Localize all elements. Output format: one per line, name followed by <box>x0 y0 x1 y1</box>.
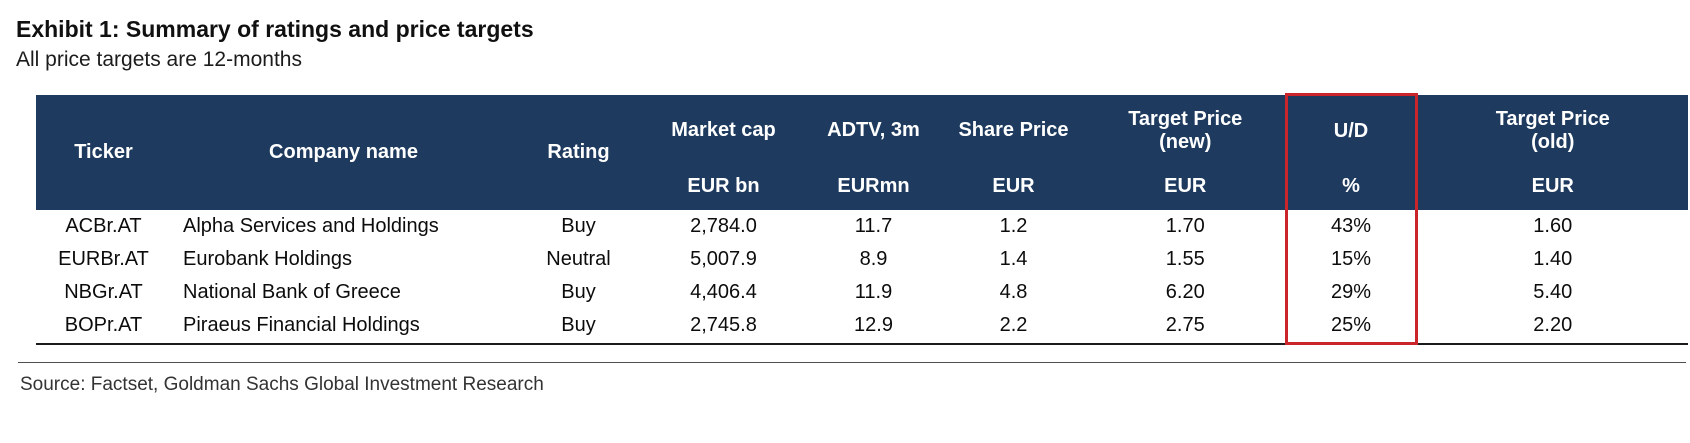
cell-target-new: 6.20 <box>1086 276 1286 309</box>
table-row: BOPr.AT Piraeus Financial Holdings Buy 2… <box>36 309 1688 345</box>
col-header-share-price: Share Price <box>941 94 1086 168</box>
cell-share-price: 1.4 <box>941 243 1086 276</box>
col-unit-share-price: EUR <box>941 168 1086 210</box>
cell-ticker: ACBr.AT <box>36 210 171 243</box>
cell-adtv: 11.9 <box>806 276 941 309</box>
col-header-ticker: Ticker <box>36 94 171 210</box>
cell-target-new: 2.75 <box>1086 309 1286 345</box>
col-header-target-price-old: Target Price (old) <box>1416 94 1688 168</box>
cell-target-new: 1.55 <box>1086 243 1286 276</box>
col-unit-target-price-old: EUR <box>1416 168 1688 210</box>
cell-ud: 43% <box>1284 210 1418 243</box>
cell-target-old: 2.20 <box>1416 309 1688 345</box>
cell-rating: Buy <box>516 210 641 243</box>
table-row: ACBr.AT Alpha Services and Holdings Buy … <box>36 210 1688 243</box>
cell-target-old: 1.40 <box>1416 243 1688 276</box>
cell-adtv: 11.7 <box>806 210 941 243</box>
cell-target-new: 1.70 <box>1086 210 1286 243</box>
cell-market-cap: 2,745.8 <box>641 309 806 345</box>
cell-ud: 25% <box>1284 309 1418 345</box>
cell-ticker: EURBr.AT <box>36 243 171 276</box>
cell-target-old: 1.60 <box>1416 210 1688 243</box>
cell-ud: 15% <box>1284 243 1418 276</box>
cell-market-cap: 4,406.4 <box>641 276 806 309</box>
col-unit-adtv: EURmn <box>806 168 941 210</box>
source-note: Source: Factset, Goldman Sachs Global In… <box>20 374 544 395</box>
cell-rating: Neutral <box>516 243 641 276</box>
cell-share-price: 4.8 <box>941 276 1086 309</box>
cell-target-old: 5.40 <box>1416 276 1688 309</box>
cell-ticker: NBGr.AT <box>36 276 171 309</box>
col-header-target-price-new: Target Price (new) <box>1086 94 1286 168</box>
table-row: EURBr.AT Eurobank Holdings Neutral 5,007… <box>36 243 1688 276</box>
col-unit-ud: % <box>1284 168 1418 210</box>
cell-market-cap: 2,784.0 <box>641 210 806 243</box>
col-header-market-cap: Market cap <box>641 94 806 168</box>
footer-divider <box>18 362 1686 363</box>
col-header-ud: U/D <box>1284 93 1418 168</box>
cell-adtv: 8.9 <box>806 243 941 276</box>
cell-adtv: 12.9 <box>806 309 941 345</box>
page-subtitle: All price targets are 12-months <box>16 48 302 71</box>
cell-company: National Bank of Greece <box>171 276 516 309</box>
cell-company: Alpha Services and Holdings <box>171 210 516 243</box>
cell-company: Eurobank Holdings <box>171 243 516 276</box>
col-header-company-name: Company name <box>171 94 516 210</box>
table-row: NBGr.AT National Bank of Greece Buy 4,40… <box>36 276 1688 309</box>
col-unit-target-price-new: EUR <box>1086 168 1286 210</box>
cell-share-price: 1.2 <box>941 210 1086 243</box>
table-header: Ticker Company name Rating Market cap AD… <box>36 93 1688 210</box>
cell-rating: Buy <box>516 276 641 309</box>
ratings-table: Ticker Company name Rating Market cap AD… <box>36 93 1688 345</box>
col-header-rating: Rating <box>516 94 641 210</box>
cell-ticker: BOPr.AT <box>36 309 171 345</box>
cell-share-price: 2.2 <box>941 309 1086 345</box>
cell-rating: Buy <box>516 309 641 345</box>
page-title: Exhibit 1: Summary of ratings and price … <box>16 16 534 42</box>
cell-company: Piraeus Financial Holdings <box>171 309 516 345</box>
col-header-adtv: ADTV, 3m <box>806 94 941 168</box>
table-body: ACBr.AT Alpha Services and Holdings Buy … <box>36 210 1688 345</box>
col-unit-market-cap: EUR bn <box>641 168 806 210</box>
cell-market-cap: 5,007.9 <box>641 243 806 276</box>
cell-ud: 29% <box>1284 276 1418 309</box>
